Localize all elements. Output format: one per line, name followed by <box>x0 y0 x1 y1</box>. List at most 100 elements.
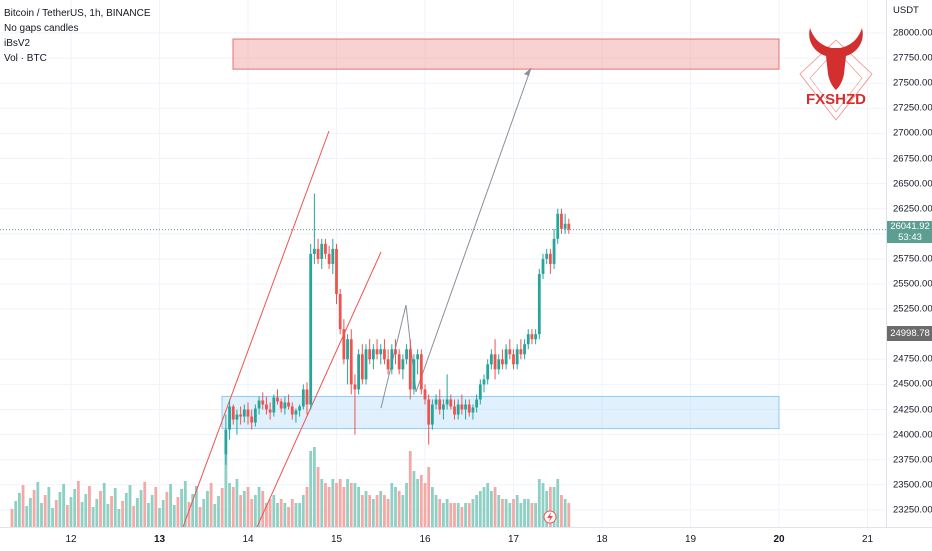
candle-body <box>442 404 445 410</box>
volume-bar <box>386 499 390 527</box>
volume-bar <box>287 507 290 527</box>
volume-bar <box>265 503 268 527</box>
volume-bar <box>552 487 556 527</box>
volume-bar <box>419 475 423 527</box>
volume-bar <box>239 495 243 527</box>
candle-body <box>383 349 386 360</box>
time-tick: 12 <box>65 534 77 545</box>
volume-bar <box>250 499 254 527</box>
volume-bar <box>191 494 195 527</box>
volume-bar <box>349 483 353 527</box>
volume-bar <box>14 501 18 527</box>
volume-bar <box>504 499 508 527</box>
volume-bar <box>158 508 161 527</box>
price-tick: 26750.00 <box>893 153 932 164</box>
volume-bar <box>497 495 501 527</box>
candle-body <box>548 253 552 264</box>
indicator-volume[interactable]: Vol · BTC <box>4 53 47 64</box>
candle-body <box>453 406 456 415</box>
price-tick: 26250.00 <box>893 203 932 215</box>
candle-body <box>360 354 364 380</box>
price-tick: 23500.00 <box>893 479 932 491</box>
volume-bar <box>508 503 512 527</box>
volume-bar <box>320 479 324 527</box>
price-chart[interactable] <box>0 0 886 527</box>
candle-body <box>338 294 342 330</box>
volume-bar <box>464 503 467 527</box>
time-tick: 16 <box>419 534 431 545</box>
price-tick: 24750.00 <box>893 353 932 365</box>
volume-bar <box>371 499 375 527</box>
candle-body <box>279 401 283 409</box>
volume-bars <box>10 447 571 527</box>
time-tick: 18 <box>596 534 608 545</box>
candle-body <box>401 359 405 370</box>
target-zone <box>232 38 780 70</box>
volume-bar <box>132 506 136 527</box>
replay-icon[interactable] <box>543 510 557 524</box>
indicator-ibsv2[interactable]: iBsV2 <box>4 38 31 49</box>
current-price-label: 26041.92 53:43 <box>887 220 932 243</box>
volume-bar <box>478 491 482 527</box>
volume-bar <box>548 487 552 527</box>
volume-bar <box>394 487 397 527</box>
time-tick: 14 <box>242 534 254 545</box>
candle-body <box>357 354 361 390</box>
volume-bar <box>128 485 132 527</box>
candle-body <box>312 248 316 254</box>
volume-bar <box>434 495 438 527</box>
volume-bar <box>523 499 526 527</box>
trendline-upper <box>182 130 330 527</box>
candle-body <box>405 349 408 360</box>
volume-bar <box>379 491 383 527</box>
volume-bar <box>69 497 73 527</box>
price-tick: 25500.00 <box>893 278 932 290</box>
candle-body <box>471 407 475 413</box>
volume-bar <box>124 493 128 527</box>
grid <box>0 0 886 527</box>
volume-bar <box>493 487 497 527</box>
volume-bar <box>545 491 549 527</box>
candle-body <box>228 406 231 430</box>
volume-bar <box>290 499 294 527</box>
volume-bar <box>261 491 265 527</box>
volume-bar <box>438 499 442 527</box>
volume-bar <box>147 503 150 527</box>
volume-bar <box>279 499 283 527</box>
volume-bar <box>95 499 99 527</box>
candle-body <box>224 429 228 455</box>
price-scale[interactable]: USDT 28000.00 27750.00 27500.00 27250.00 270… <box>886 0 932 527</box>
volume-bar <box>40 503 43 527</box>
candle-body <box>430 404 434 425</box>
volume-bar <box>512 499 515 527</box>
volume-bar <box>331 479 335 527</box>
candle-body <box>327 253 331 264</box>
indicator-no-gaps[interactable]: No gaps candles <box>4 23 79 34</box>
symbol-title[interactable]: Bitcoin / TetherUS, 1h, BINANCE <box>4 8 151 19</box>
current-price: 26041.92 <box>890 220 930 232</box>
candle-body <box>316 248 320 259</box>
candle-body <box>508 349 512 355</box>
volume-bar <box>183 481 187 527</box>
candle-body <box>283 402 287 409</box>
price-tick: 24500.00 <box>893 378 932 390</box>
price-tick: 23750.00 <box>893 454 932 466</box>
volume-bar <box>253 495 257 527</box>
candle-body <box>331 248 335 264</box>
volume-bar <box>176 497 180 527</box>
candle-body <box>489 354 493 365</box>
candle-body <box>541 258 545 274</box>
volume-bar <box>113 488 117 527</box>
volume-bar <box>187 502 191 527</box>
time-axis[interactable]: 12 13 14 15 16 17 18 19 20 21 <box>0 527 932 551</box>
candle-body <box>364 349 368 380</box>
candle-body <box>526 334 530 345</box>
price-tick: 27000.00 <box>893 127 932 139</box>
candle-body <box>294 410 298 415</box>
volume-bar <box>121 501 125 527</box>
volume-bar <box>471 499 475 527</box>
candle-body <box>438 399 442 410</box>
time-tick: 15 <box>330 534 343 545</box>
candle-body <box>460 404 464 410</box>
